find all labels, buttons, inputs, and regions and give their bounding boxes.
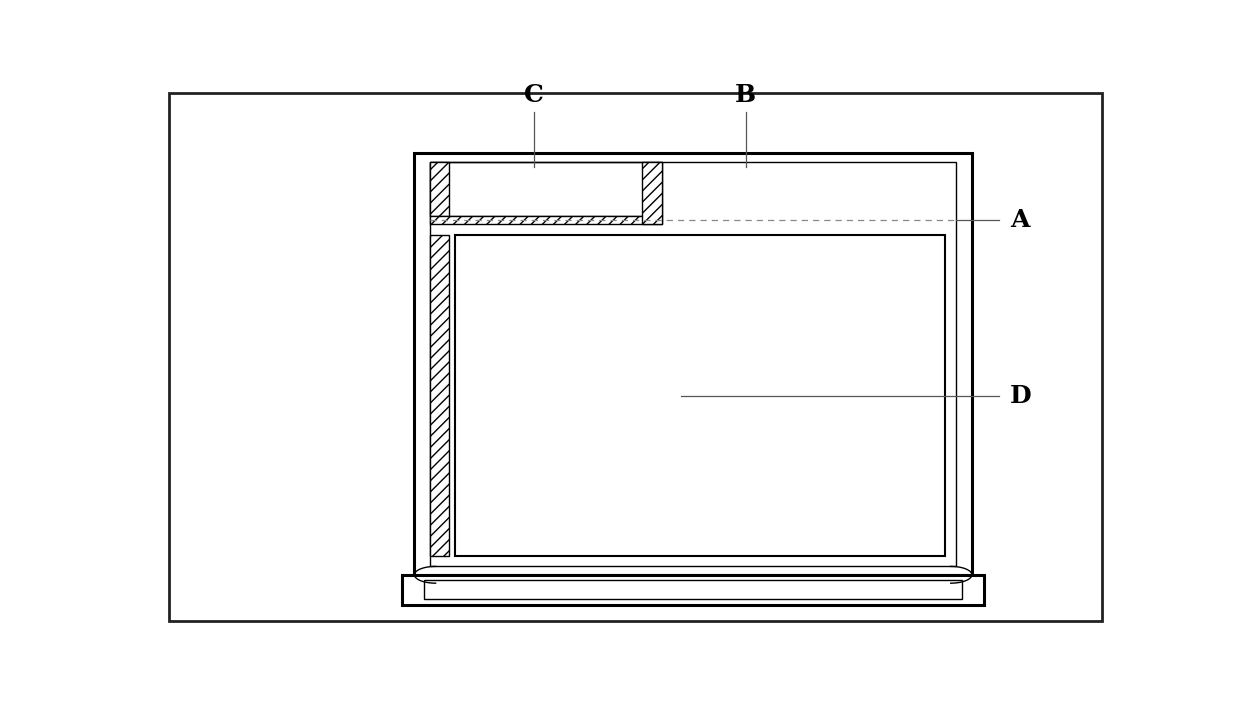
- Bar: [424, 580, 962, 600]
- Bar: [402, 575, 985, 604]
- Bar: [430, 162, 449, 216]
- Text: B: B: [735, 83, 756, 107]
- Bar: [430, 162, 956, 566]
- Text: C: C: [525, 83, 544, 107]
- Bar: [455, 235, 945, 556]
- Bar: [430, 235, 449, 556]
- Bar: [430, 216, 662, 224]
- Text: A: A: [1011, 209, 1029, 233]
- Bar: [642, 162, 662, 224]
- Bar: [414, 153, 972, 575]
- FancyBboxPatch shape: [170, 93, 1101, 621]
- Bar: [430, 162, 662, 216]
- Text: D: D: [1011, 384, 1032, 408]
